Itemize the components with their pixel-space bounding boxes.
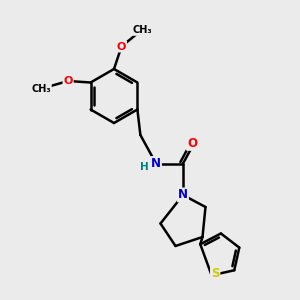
Text: O: O (63, 76, 73, 86)
Text: H: H (140, 162, 149, 172)
Text: S: S (211, 267, 220, 280)
Text: CH₃: CH₃ (133, 25, 152, 35)
Text: CH₃: CH₃ (31, 83, 51, 94)
Text: O: O (117, 41, 126, 52)
Text: N: N (178, 188, 188, 202)
Text: O: O (187, 137, 197, 150)
Text: N: N (151, 157, 161, 170)
